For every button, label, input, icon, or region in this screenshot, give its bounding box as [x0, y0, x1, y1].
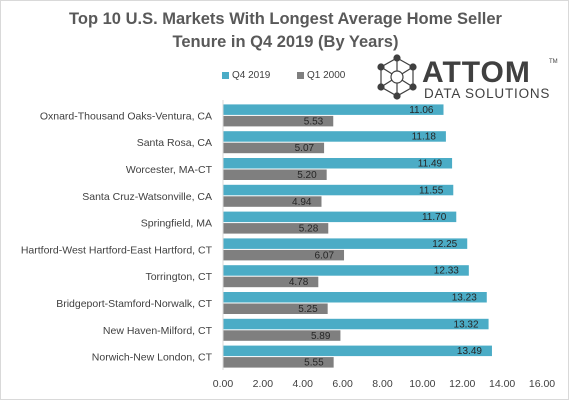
- data-label-q4-2019: 11.55: [419, 185, 444, 196]
- data-label-q1-2000: 5.25: [298, 304, 318, 315]
- x-tick-label: 10.00: [409, 378, 435, 390]
- x-tick-label: 12.00: [449, 378, 475, 390]
- bar-q4-2019: [223, 211, 457, 223]
- bar-q1-2000: [223, 330, 341, 341]
- bar-q4-2019: [223, 265, 469, 276]
- data-label-q1-2000: 5.55: [304, 358, 324, 369]
- data-label-q4-2019: 13.23: [452, 293, 477, 304]
- logo-tagline: DATA SOLUTIONS: [424, 86, 550, 101]
- attom-logo: ATTOM TM DATA SOLUTIONS: [377, 54, 558, 101]
- legend-swatch-q4-2019: [222, 72, 229, 79]
- bar-q1-2000: [223, 357, 334, 368]
- legend-label-q1-2000: Q1 2000: [307, 70, 346, 81]
- bar-q1-2000: [223, 169, 327, 180]
- data-label-q4-2019: 11.18: [412, 132, 437, 143]
- category-label: Worcester, MA-CT: [126, 164, 213, 176]
- bar-q1-2000: [223, 249, 345, 261]
- bar-q4-2019: [223, 184, 454, 196]
- category-label: Hartford-West Hartford-East Hartford, CT: [21, 244, 213, 256]
- data-label-q1-2000: 4.94: [292, 197, 312, 208]
- category-label: Norwich-New London, CT: [92, 352, 213, 364]
- x-tick-label: 14.00: [489, 378, 515, 390]
- bar-q4-2019: [223, 292, 487, 303]
- data-label-q4-2019: 13.49: [457, 346, 482, 357]
- data-label-q1-2000: 5.07: [295, 143, 315, 154]
- chart-title-line2: Tenure in Q4 2019 (By Years): [172, 33, 399, 51]
- category-label: Oxnard-Thousand Oaks-Ventura, CA: [40, 110, 212, 122]
- x-tick-label: 4.00: [293, 378, 314, 390]
- logo-trademark: TM: [549, 59, 558, 65]
- x-tick-label: 2.00: [253, 378, 274, 390]
- bar-q1-2000: [223, 303, 328, 314]
- bar-q4-2019: [223, 238, 468, 249]
- data-label-q1-2000: 5.20: [297, 170, 317, 181]
- bar-q1-2000: [223, 276, 319, 288]
- category-label: Springfield, MA: [141, 218, 212, 230]
- bar-q1-2000: [223, 223, 329, 234]
- data-label-q4-2019: 11.70: [422, 212, 447, 223]
- bar-q4-2019: [223, 104, 444, 115]
- x-tick-label: 0.00: [213, 378, 234, 390]
- data-label-q4-2019: 12.33: [434, 266, 459, 277]
- category-label: Santa Cruz-Watsonville, CA: [82, 191, 212, 203]
- chart-title-line1: Top 10 U.S. Markets With Longest Average…: [69, 10, 502, 28]
- data-label-q1-2000: 4.78: [289, 277, 309, 288]
- network-hexagon-icon: [377, 54, 417, 100]
- bar-q4-2019: [223, 345, 492, 357]
- data-label-q4-2019: 11.06: [409, 105, 434, 116]
- data-label-q1-2000: 5.28: [299, 224, 319, 235]
- bar-q1-2000: [223, 196, 322, 207]
- data-label-q4-2019: 11.49: [418, 159, 443, 170]
- bar-q4-2019: [223, 318, 489, 330]
- category-label: Bridgeport-Stamford-Norwalk, CT: [56, 298, 212, 310]
- category-label: Santa Rosa, CA: [137, 137, 212, 149]
- x-tick-label: 6.00: [332, 378, 353, 390]
- data-label-q4-2019: 13.32: [454, 319, 479, 330]
- legend-label-q4-2019: Q4 2019: [232, 70, 271, 81]
- data-label-q1-2000: 5.53: [304, 116, 324, 127]
- category-label: New Haven-Milford, CT: [103, 325, 213, 337]
- bar-q4-2019: [223, 131, 446, 142]
- data-label-q1-2000: 5.89: [311, 331, 331, 342]
- data-label-q4-2019: 12.25: [432, 239, 457, 250]
- legend-swatch-q1-2000: [297, 72, 304, 79]
- bar-q1-2000: [223, 142, 325, 154]
- bar-q1-2000: [223, 115, 334, 127]
- data-label-q1-2000: 6.07: [315, 250, 335, 261]
- x-tick-label: 16.00: [529, 378, 555, 390]
- logo-brand: ATTOM: [422, 56, 531, 89]
- bar-q4-2019: [223, 158, 453, 169]
- x-tick-label: 8.00: [372, 378, 393, 390]
- category-label: Torrington, CT: [145, 271, 212, 283]
